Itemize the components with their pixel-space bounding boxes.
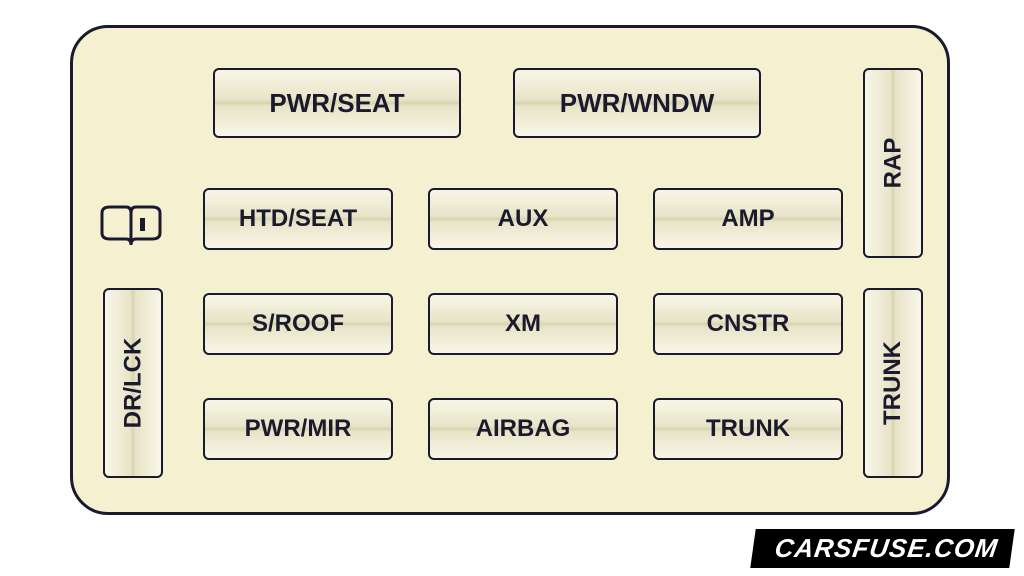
fuse-xm: XM [428,293,618,355]
fuse-rap: RAP [863,68,923,258]
fuse-s-roof: S/ROOF [203,293,393,355]
fuse-label: AUX [498,205,549,233]
fuse-pwr-seat: PWR/SEAT [213,68,461,138]
fuse-label: DR/LCK [119,338,147,429]
fuse-label: XM [505,310,541,338]
fuse-label: HTD/SEAT [239,205,357,233]
fuse-aux: AUX [428,188,618,250]
fuse-pwr-wndw: PWR/WNDW [513,68,761,138]
fuse-label: PWR/MIR [245,415,352,443]
fuse-pwr-mir: PWR/MIR [203,398,393,460]
fuse-dr-lck: DR/LCK [103,288,163,478]
fuse-htd-seat: HTD/SEAT [203,188,393,250]
fuse-label: AIRBAG [476,415,571,443]
watermark-label: CARSFUSE.COM [773,533,1000,563]
watermark-text: CARSFUSE.COM [750,529,1014,568]
fuse-label: CNSTR [707,310,790,338]
fuse-trunk-vertical: TRUNK [863,288,923,478]
fuse-trunk: TRUNK [653,398,843,460]
fuse-label: TRUNK [706,415,790,443]
fuse-label: PWR/WNDW [560,88,715,119]
fuse-label: AMP [721,205,774,233]
fuse-airbag: AIRBAG [428,398,618,460]
fuse-label: RAP [879,138,907,189]
fuse-label: S/ROOF [252,310,344,338]
fuse-cnstr: CNSTR [653,293,843,355]
fuse-box-panel: PWR/SEAT PWR/WNDW HTD/SEAT AUX AMP S/ROO… [70,25,950,515]
fuse-amp: AMP [653,188,843,250]
fuse-label: TRUNK [879,341,907,425]
fuse-label: PWR/SEAT [269,88,404,119]
manual-book-icon [98,203,164,251]
